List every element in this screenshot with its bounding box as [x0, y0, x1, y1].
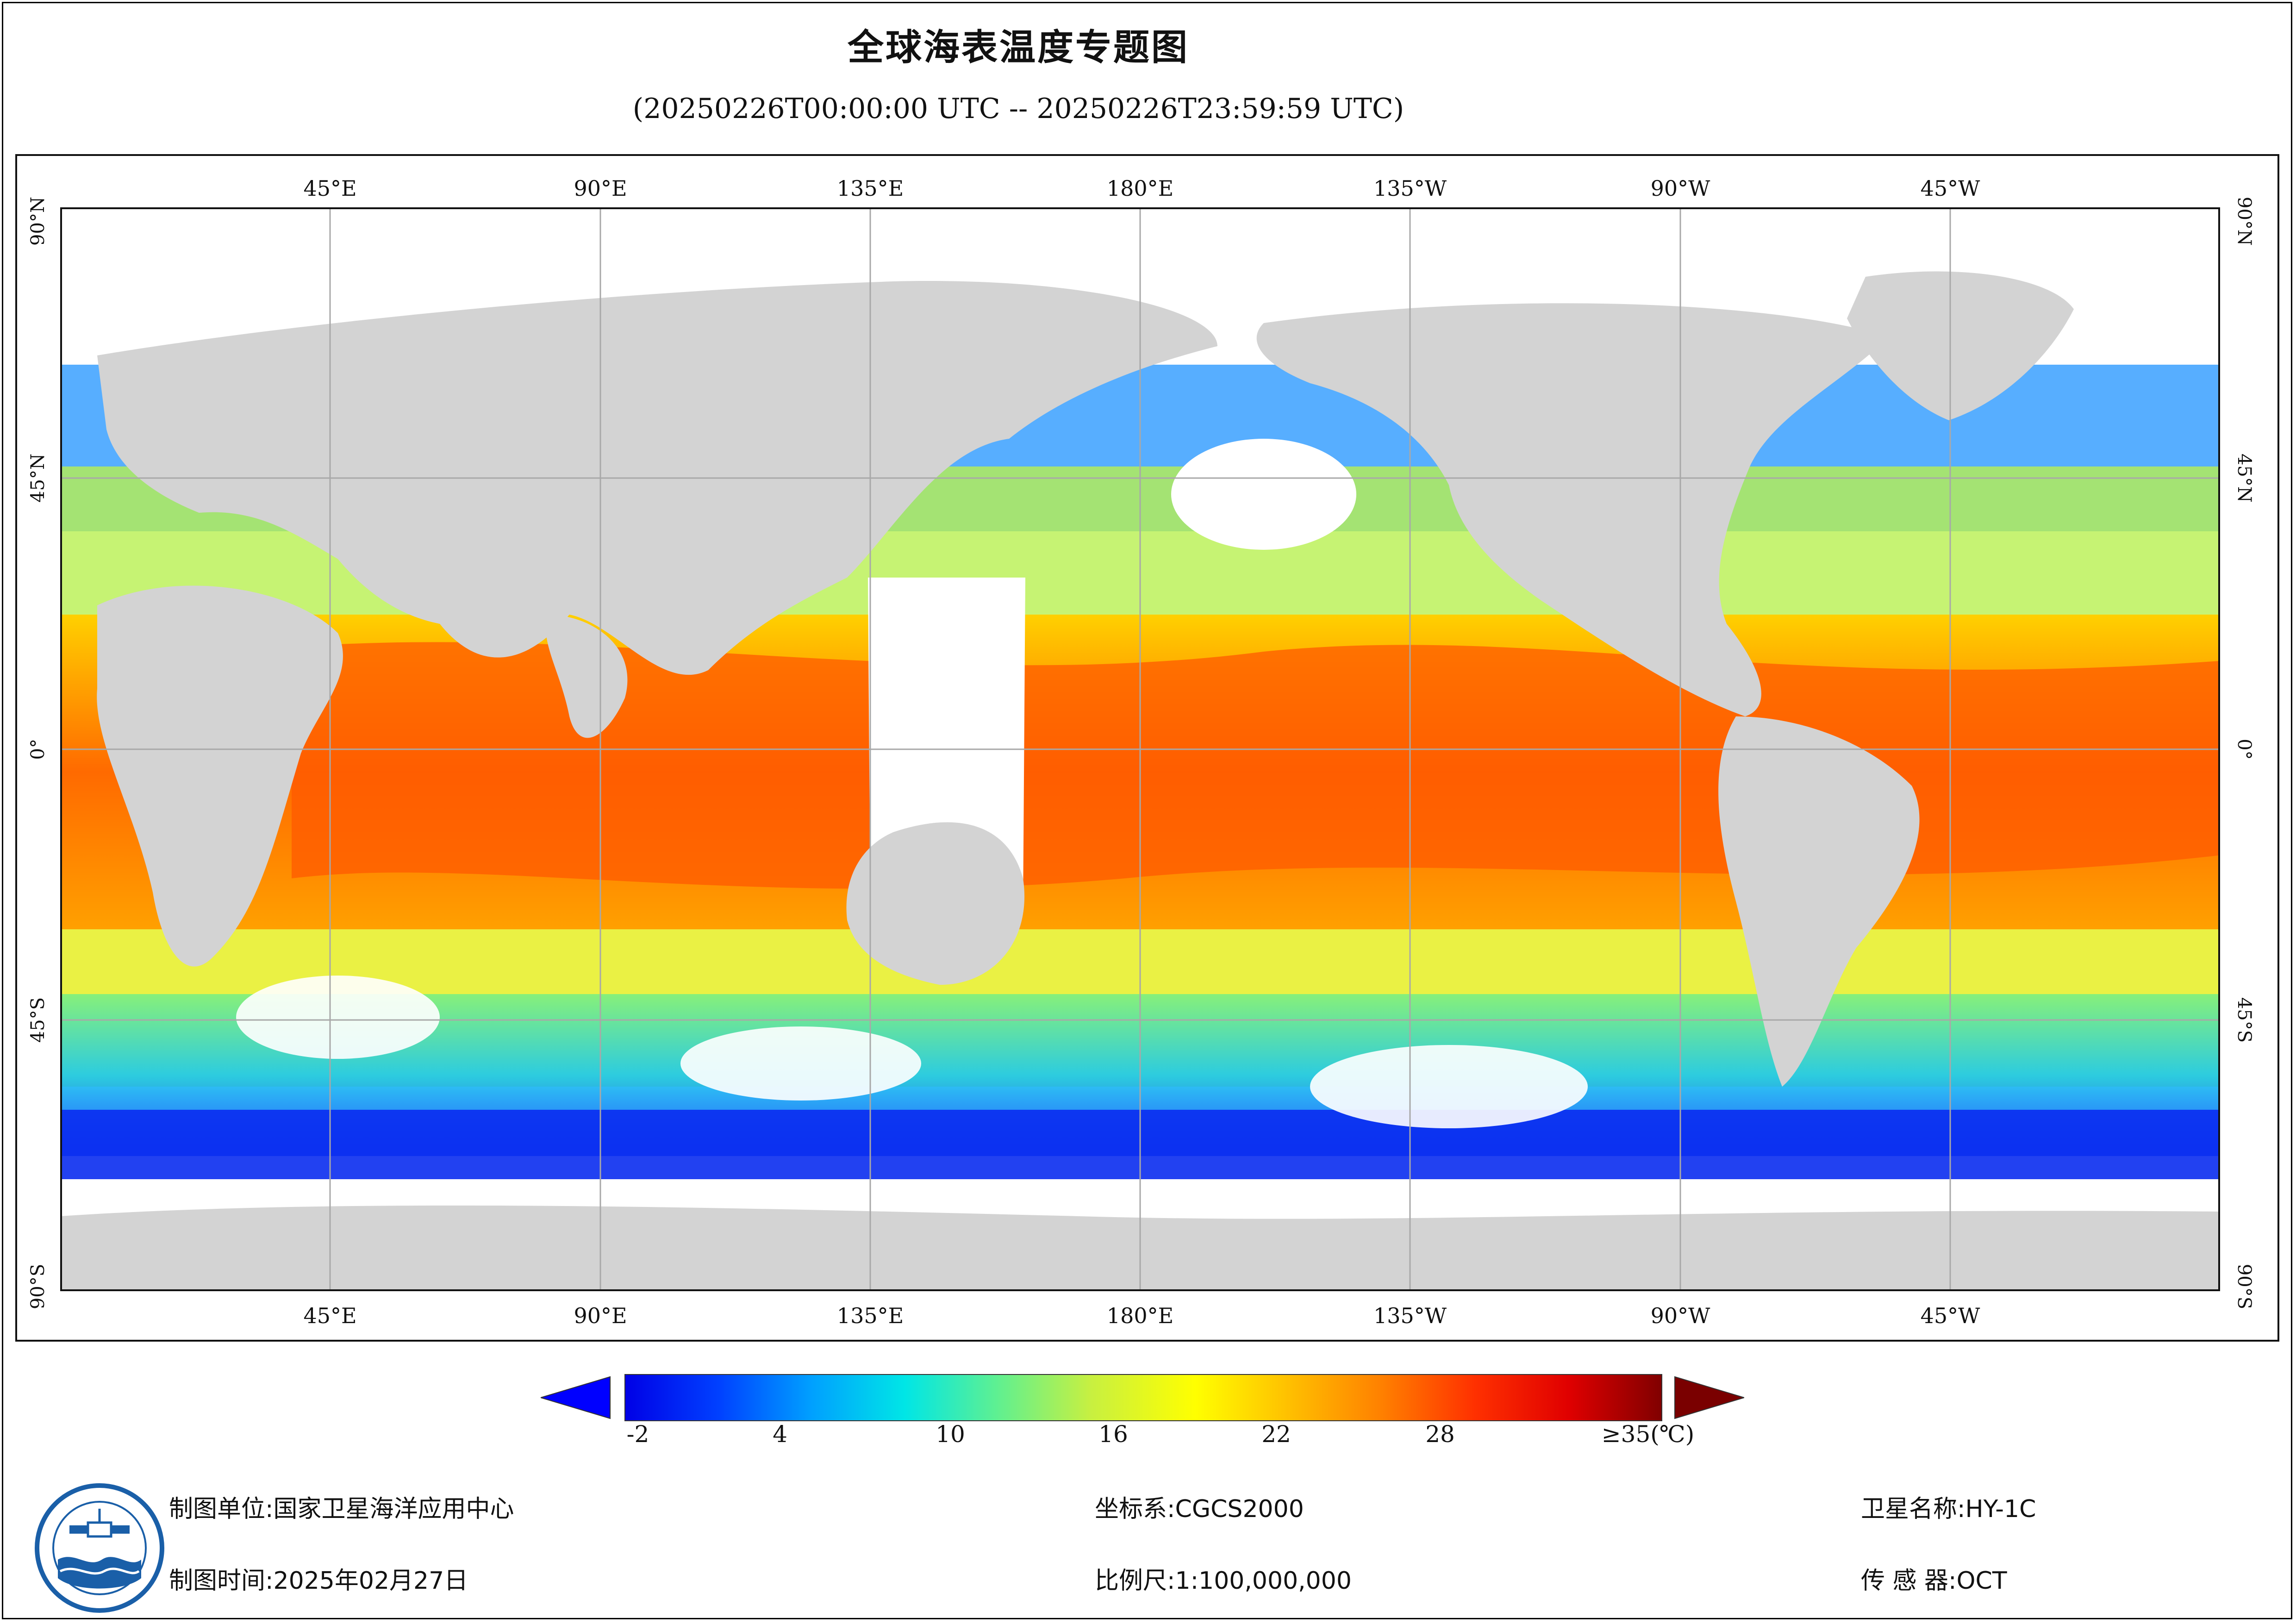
lon-label-top: 90°E: [574, 176, 627, 201]
lon-label-bottom: 180°E: [1106, 1303, 1174, 1328]
lon-label-top: 180°E: [1106, 176, 1174, 201]
colorbar-over-arrow: [1674, 1376, 1744, 1419]
lon-label-bottom: 90°W: [1650, 1303, 1710, 1328]
map-border: [60, 207, 2220, 1291]
map-frame: [15, 154, 2279, 1342]
lon-label-top: 135°W: [1373, 176, 1447, 201]
graticule: [60, 207, 2220, 1291]
sensor-name: 传 感 器:OCT: [1861, 1567, 2007, 1595]
colorbar-tick: 10: [936, 1421, 965, 1448]
colorbar-gradient: [624, 1374, 1662, 1421]
colorbar-tick: 28: [1425, 1421, 1455, 1448]
lon-label-top: 45°E: [303, 176, 357, 201]
colorbar-tick: 22: [1261, 1421, 1291, 1448]
map-producer: 制图单位:国家卫星海洋应用中心: [169, 1495, 514, 1523]
lat-label-right: 45°N: [2234, 454, 2255, 503]
lat-label-right: 45°S: [2234, 997, 2255, 1043]
map-title: 全球海表温度专题图: [847, 27, 1189, 68]
colorbar: [541, 1374, 1744, 1421]
map-scale: 比例尺:1:100,000,000: [1095, 1567, 1352, 1595]
lon-label-bottom: 135°W: [1373, 1303, 1447, 1328]
lat-label-right: 0°: [2234, 739, 2255, 760]
satellite-name: 卫星名称:HY-1C: [1861, 1495, 2036, 1523]
lat-label-left: 45°N: [27, 454, 49, 503]
lat-label-left: 90°S: [27, 1263, 49, 1310]
lon-label-bottom: 45°E: [303, 1303, 357, 1328]
lon-label-bottom: 135°E: [836, 1303, 904, 1328]
colorbar-tick: -2: [626, 1421, 649, 1448]
lon-label-top: 45°W: [1920, 176, 1980, 201]
lon-label-top: 135°E: [836, 176, 904, 201]
lat-label-left: 90°N: [27, 197, 49, 246]
colorbar-under-arrow: [541, 1376, 611, 1419]
colorbar-tick: 4: [773, 1421, 787, 1448]
lat-label-left: 0°: [27, 739, 49, 760]
sst-map: [60, 207, 2220, 1291]
lat-label-right: 90°S: [2234, 1263, 2255, 1310]
lon-label-top: 90°W: [1650, 176, 1710, 201]
colorbar-tick: 16: [1098, 1421, 1128, 1448]
map-subtitle: (20250226T00:00:00 UTC -- 20250226T23:59…: [632, 93, 1404, 125]
lat-label-right: 90°N: [2234, 197, 2255, 246]
colorbar-tick: ≥35(℃): [1601, 1421, 1695, 1448]
lat-label-left: 45°S: [27, 997, 49, 1043]
lon-label-bottom: 45°W: [1920, 1303, 1980, 1328]
map-production-date: 制图时间:2025年02月27日: [169, 1567, 468, 1595]
lon-label-bottom: 90°E: [574, 1303, 627, 1328]
nsoas-logo: [35, 1483, 164, 1613]
coordinate-system: 坐标系:CGCS2000: [1095, 1495, 1304, 1523]
